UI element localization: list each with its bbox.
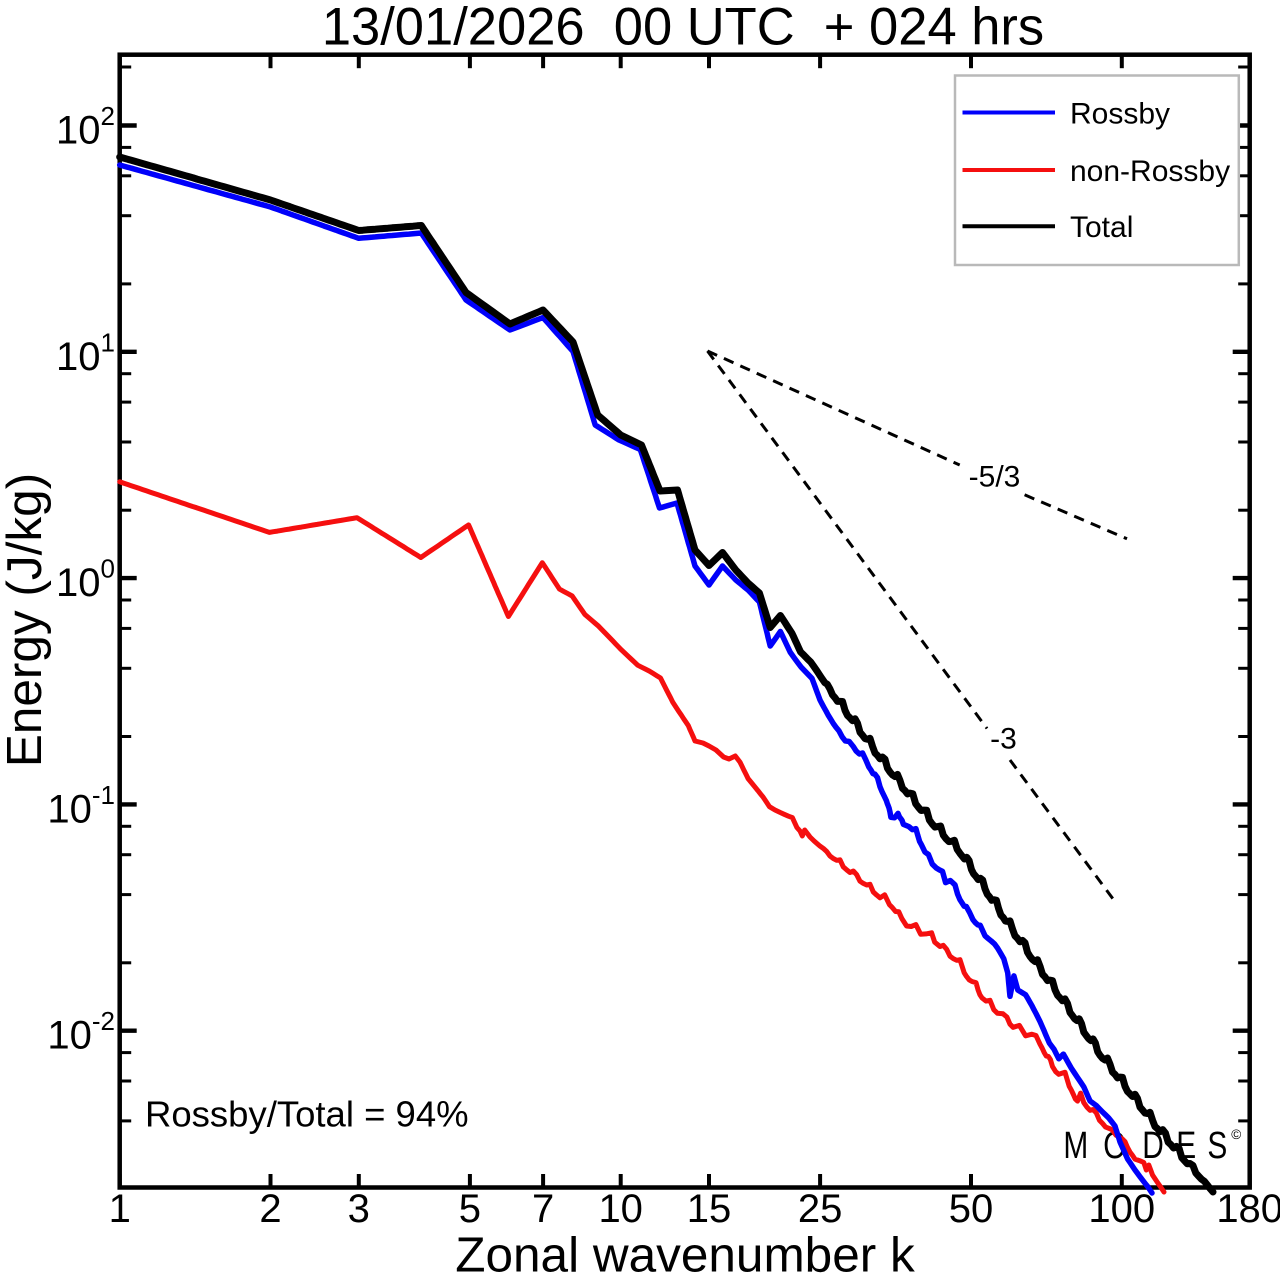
- svg-text:2: 2: [259, 1187, 281, 1231]
- svg-text:10: 10: [598, 1187, 643, 1231]
- svg-text:5: 5: [459, 1187, 481, 1231]
- svg-text:50: 50: [949, 1187, 994, 1231]
- svg-text:Energy (J/kg): Energy (J/kg): [0, 473, 52, 767]
- svg-text:7: 7: [532, 1187, 554, 1231]
- svg-text:-3: -3: [990, 723, 1017, 756]
- svg-text:Rossby/Total = 94%: Rossby/Total = 94%: [145, 1094, 469, 1135]
- svg-text:180: 180: [1216, 1187, 1280, 1231]
- svg-text:100: 100: [1088, 1187, 1155, 1231]
- svg-text:3: 3: [348, 1187, 370, 1231]
- svg-text:non-Rossby: non-Rossby: [1070, 155, 1230, 188]
- svg-text:S: S: [1207, 1125, 1227, 1167]
- svg-text:M: M: [1063, 1125, 1088, 1167]
- svg-text:Rossby: Rossby: [1070, 97, 1170, 130]
- svg-text:13/01/2026 00 UTC + 024 hrs: 13/01/2026 00 UTC + 024 hrs: [322, 0, 1044, 57]
- svg-text:25: 25: [798, 1187, 843, 1231]
- svg-text:15: 15: [687, 1187, 732, 1231]
- svg-text:-5/3: -5/3: [969, 461, 1021, 494]
- svg-text:100: 100: [56, 554, 115, 606]
- svg-text:D: D: [1142, 1125, 1164, 1167]
- svg-text:1: 1: [109, 1187, 131, 1231]
- svg-text:Zonal wavenumber k: Zonal wavenumber k: [455, 1228, 915, 1282]
- svg-text:Total: Total: [1070, 211, 1133, 244]
- svg-text:©: ©: [1231, 1127, 1241, 1142]
